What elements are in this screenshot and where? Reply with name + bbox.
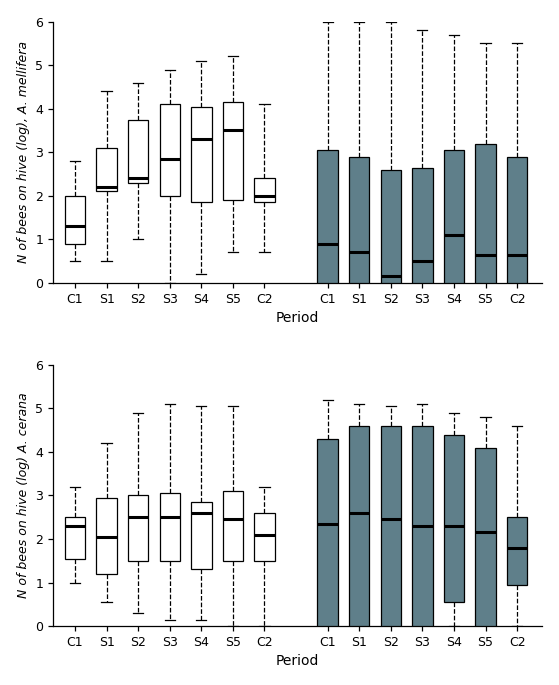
Bar [412,426,433,626]
Bar [191,107,212,202]
Bar [96,148,117,191]
X-axis label: Period: Period [276,311,319,325]
Bar [222,491,243,561]
Bar [65,196,86,244]
Bar [507,157,527,283]
Bar [349,426,369,626]
Bar [444,150,464,283]
Y-axis label: N of bees on hive (log) A. cerana: N of bees on hive (log) A. cerana [17,393,30,598]
Bar [412,168,433,283]
X-axis label: Period: Period [276,654,319,669]
Bar [65,517,86,558]
Bar [381,426,401,626]
Bar [318,439,338,626]
Bar [444,434,464,602]
Bar [381,170,401,283]
Bar [128,120,149,183]
Bar [191,502,212,569]
Bar [159,493,180,561]
Bar [318,150,338,283]
Bar [475,447,496,626]
Bar [475,144,496,283]
Y-axis label: N of bees on hive (log), A. mellifera: N of bees on hive (log), A. mellifera [17,41,30,263]
Bar [507,517,527,585]
Bar [159,104,180,196]
Bar [254,178,274,202]
Bar [349,157,369,283]
Bar [254,513,274,561]
Bar [128,495,149,561]
Bar [222,102,243,200]
Bar [96,497,117,574]
